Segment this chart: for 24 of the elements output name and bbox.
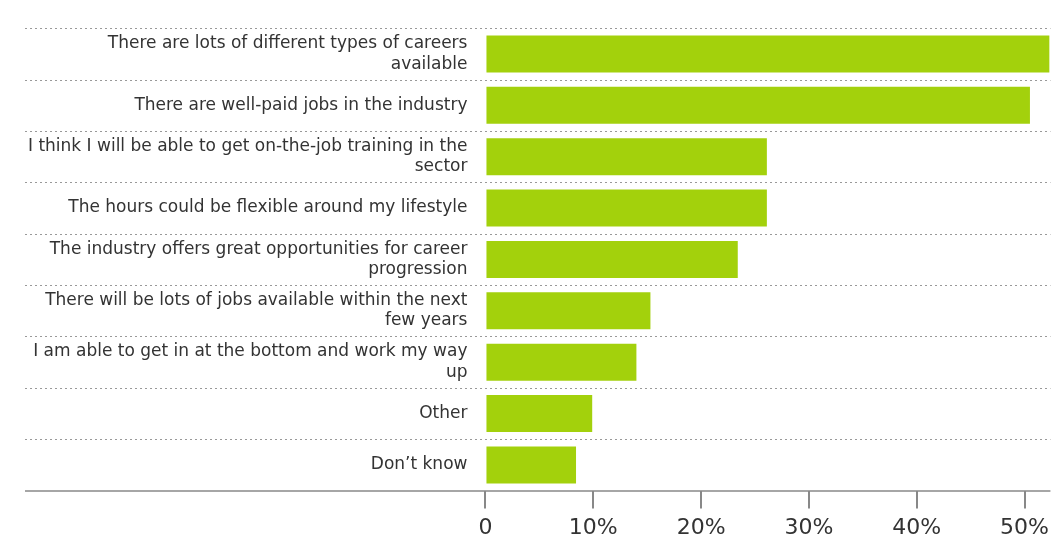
bar: [486, 86, 1030, 124]
y-tick-label: There are lots of different types of careers available: [106, 32, 468, 73]
x-tick-label: 40%: [892, 513, 942, 539]
x-tick-label: 0: [478, 513, 493, 539]
bar: [486, 446, 577, 484]
bar: [486, 395, 593, 433]
x-tick-label: 20%: [676, 513, 726, 539]
bar: [486, 343, 637, 381]
bar: [486, 292, 651, 330]
x-tick-label: 30%: [784, 513, 834, 539]
y-tick-label: There will be lots of jobs available within the next few years: [44, 289, 468, 330]
x-tick-label: 50%: [1000, 513, 1049, 539]
y-tick-label: Other: [419, 401, 468, 422]
y-tick-label: I am able to get in at the bottom and work my way up: [33, 340, 468, 381]
bar: [486, 138, 767, 176]
y-tick-label: I think I will be able to get on-the-job training in the sector: [27, 134, 468, 176]
y-tick-label: Don’t know: [370, 453, 468, 474]
x-tick-label: 10%: [568, 513, 618, 539]
y-tick-label: The hours could be flexible around my lifestyle: [67, 196, 468, 217]
y-tick-label: The industry offers great opportunities for career progression: [48, 237, 468, 279]
bar: [486, 240, 738, 278]
bar: [486, 189, 767, 227]
bar: [486, 35, 1050, 73]
y-tick-label: There are well-paid jobs in the industry: [133, 93, 468, 114]
